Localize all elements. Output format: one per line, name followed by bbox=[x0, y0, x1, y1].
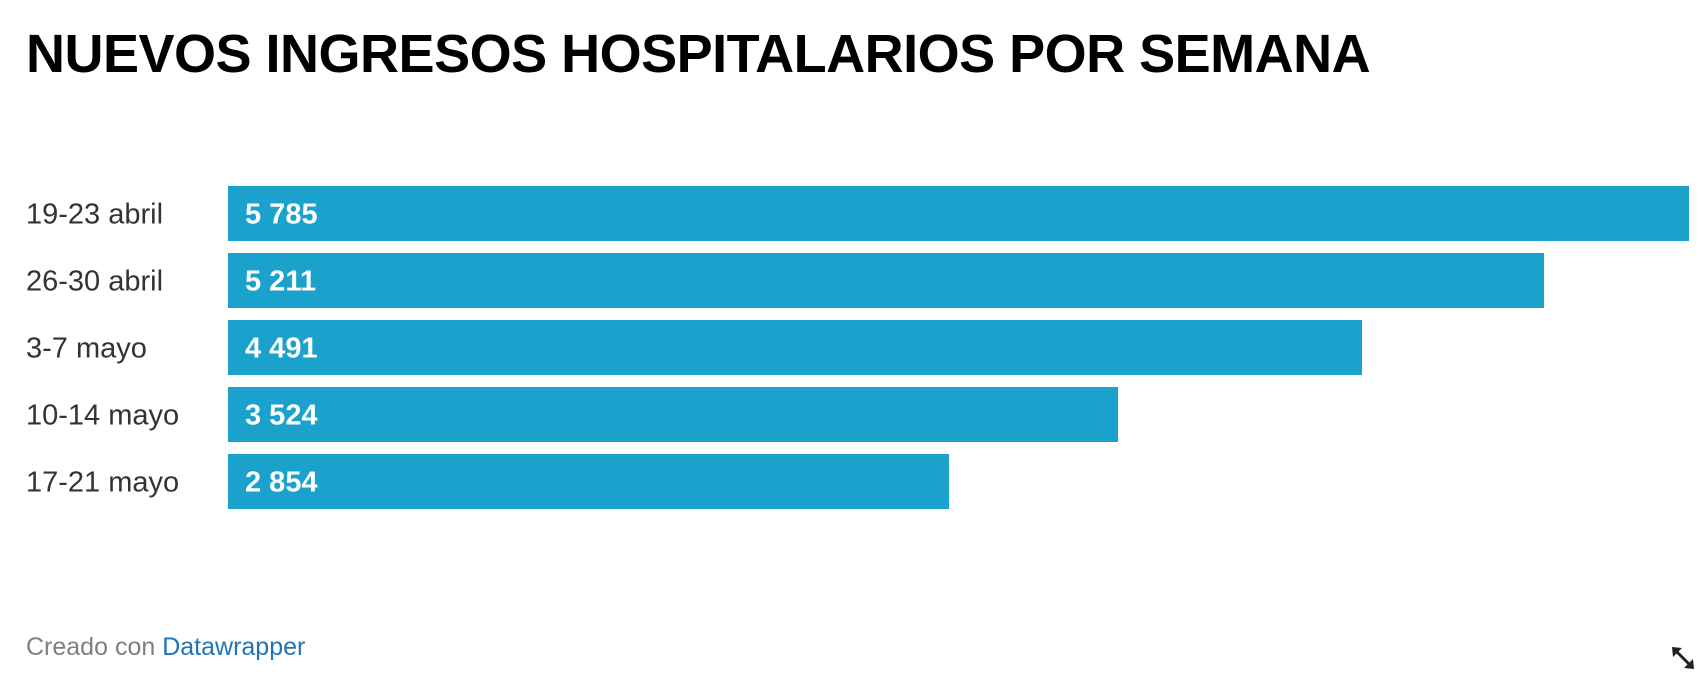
bar-value-label: 5 211 bbox=[245, 266, 316, 298]
category-label: 26-30 abril bbox=[26, 266, 163, 298]
datawrapper-link[interactable]: Datawrapper bbox=[162, 633, 306, 661]
resize-diagonal-icon[interactable] bbox=[1670, 645, 1696, 671]
bar-value-label: 5 785 bbox=[245, 199, 318, 231]
category-label: 10-14 mayo bbox=[26, 400, 179, 432]
bar-2 bbox=[228, 253, 1544, 308]
category-label: 3-7 mayo bbox=[26, 333, 147, 365]
bar-5 bbox=[228, 454, 949, 509]
footer-credit: Creado con Datawrapper bbox=[26, 631, 305, 663]
bar-1 bbox=[228, 186, 1689, 241]
category-label: 17-21 mayo bbox=[26, 467, 179, 499]
bar-3 bbox=[228, 320, 1362, 375]
bar-value-label: 4 491 bbox=[245, 333, 318, 365]
footer-prefix: Creado con bbox=[26, 633, 156, 661]
bar-value-label: 2 854 bbox=[245, 467, 318, 499]
bar-value-label: 3 524 bbox=[245, 400, 318, 432]
chart-title: NUEVOS INGRESOS HOSPITALARIOS POR SEMANA bbox=[26, 24, 1371, 84]
category-label: 19-23 abril bbox=[26, 199, 163, 231]
bar-4 bbox=[228, 387, 1118, 442]
